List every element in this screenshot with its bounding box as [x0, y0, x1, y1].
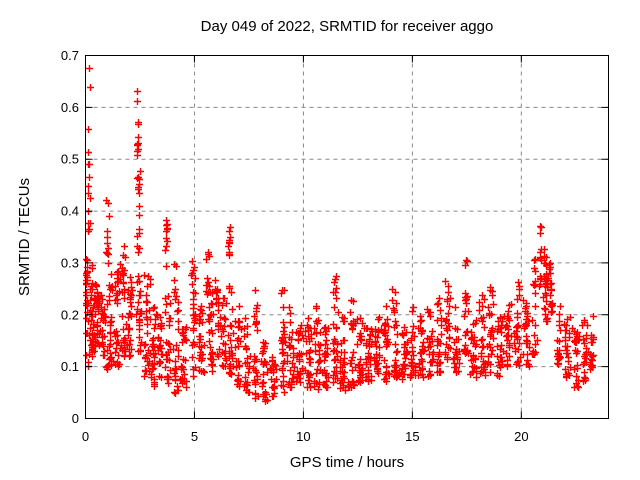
- x-tick-label: 0: [82, 429, 89, 444]
- y-axis-label: SRMTID / TECUs: [16, 178, 33, 296]
- x-axis-label: GPS time / hours: [290, 454, 404, 471]
- y-tick-label: 0.4: [61, 204, 79, 219]
- plot-border: [85, 55, 609, 419]
- y-tick-label: 0.2: [61, 307, 79, 322]
- grid-lines: [85, 55, 609, 419]
- y-tick-label: 0.6: [61, 100, 79, 115]
- x-tick-label: 10: [296, 429, 310, 444]
- scatter-points: [83, 65, 597, 405]
- y-tick-label: 0.1: [61, 359, 79, 374]
- x-tick-label: 5: [191, 429, 198, 444]
- y-tick-label: 0: [72, 411, 79, 426]
- y-tick-label: 0.3: [61, 255, 79, 270]
- y-tick-label: 0.5: [61, 152, 79, 167]
- tick-marks: [85, 55, 609, 419]
- chart-title: Day 049 of 2022, SRMTID for receiver agg…: [201, 18, 494, 35]
- y-tick-label: 0.7: [61, 48, 79, 63]
- x-tick-label: 15: [405, 429, 419, 444]
- tick-labels: 0 0.1 0.2 0.3 0.4 0.5 0.6 0.7 0 5 10 15 20: [61, 48, 529, 444]
- x-tick-label: 20: [514, 429, 528, 444]
